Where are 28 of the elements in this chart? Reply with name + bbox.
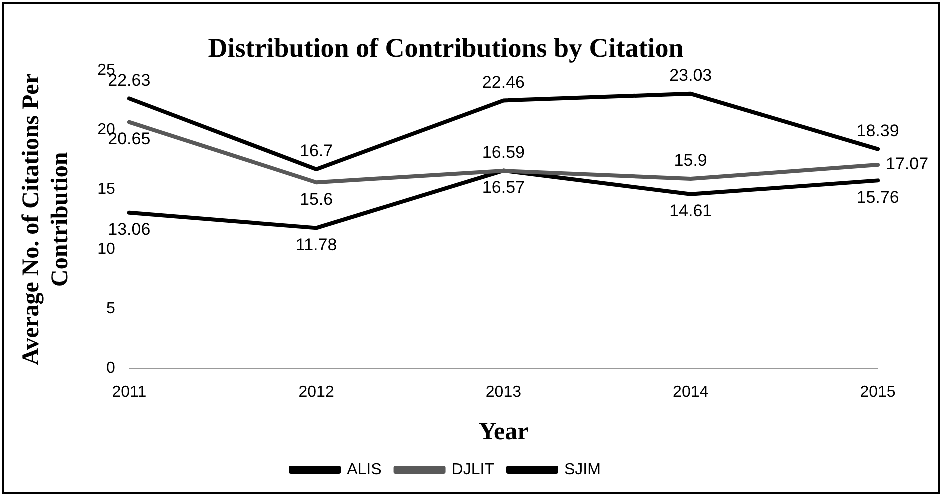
data-label: 16.7 (300, 142, 334, 161)
data-label: 15.6 (300, 190, 334, 209)
data-label: 16.57 (482, 178, 525, 198)
data-label: 17.07 (886, 154, 929, 174)
data-label: 11.78 (296, 235, 338, 254)
data-label: 15.9 (674, 151, 708, 170)
y-tick-label: 10 (98, 240, 116, 258)
y-tick-label: 0 (106, 360, 116, 378)
data-label: 22.46 (482, 72, 525, 92)
data-label: 16.59 (482, 142, 525, 162)
data-label: 14.61 (670, 202, 712, 221)
data-label: 13.06 (108, 220, 151, 240)
x-axis-title: Year (478, 418, 529, 446)
legend-label: SJIM (564, 461, 601, 478)
data-label: 18.39 (856, 121, 900, 140)
x-tick-label: 2011 (112, 384, 147, 401)
chart-title: Distribution of Contributions by Citation (208, 33, 684, 64)
x-tick-label: 2013 (486, 384, 522, 401)
legend-label: DJLIT (452, 461, 495, 478)
y-axis-title: Average No. of Citations Per Contribution (18, 73, 74, 366)
y-tick-label: 15 (98, 181, 116, 198)
y-tick-label: 5 (106, 300, 116, 318)
data-label: 23.03 (670, 66, 712, 86)
data-label: 15.76 (856, 188, 900, 207)
x-tick-label: 2012 (298, 384, 334, 401)
legend-label: ALIS (347, 461, 382, 478)
x-tick-label: 2014 (673, 384, 709, 401)
x-tick-label: 2015 (860, 384, 896, 401)
